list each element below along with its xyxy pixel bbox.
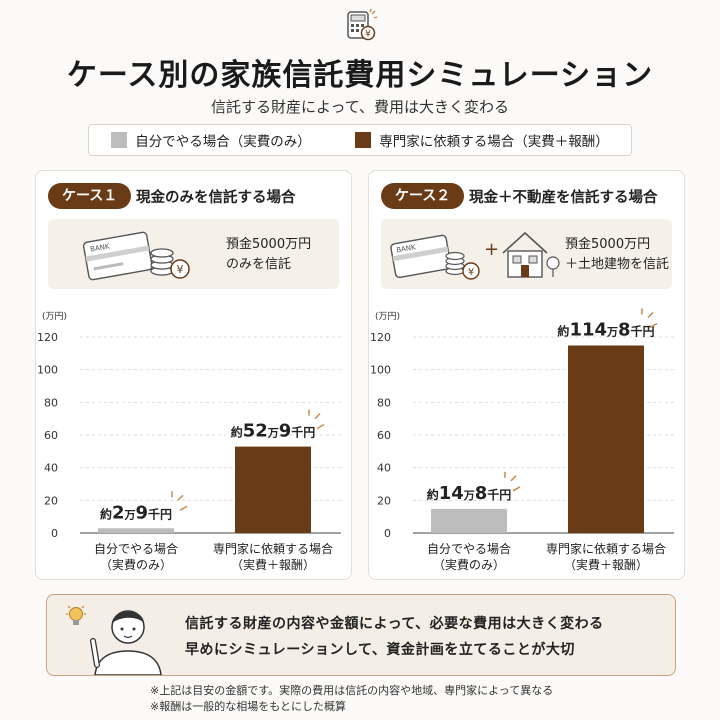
bar-value-label: 約2万9千円 xyxy=(100,502,172,523)
bar-self xyxy=(98,528,174,533)
legend-swatch-self xyxy=(111,132,128,148)
sparkle-icon xyxy=(308,409,325,430)
case-2-tag: ケース２ xyxy=(381,183,465,209)
y-tick-label: 100 xyxy=(370,364,391,377)
case-1-title: 現金のみを信託する場合 xyxy=(136,190,296,206)
page-title: ケース別の家族信託費用シミュレーション xyxy=(66,58,654,93)
case-1-info-line1: 預金5000万円 xyxy=(226,237,312,252)
x-category-label: 自分でやる場合 xyxy=(427,541,511,556)
note-line-2: 早めにシミュレーションして、資金計画を立てることが大切 xyxy=(185,642,575,658)
y-tick-label: 60 xyxy=(377,429,391,442)
x-category-label: 自分でやる場合 xyxy=(94,541,178,556)
case-1-tag: ケース１ xyxy=(48,183,132,209)
svg-text:¥: ¥ xyxy=(468,267,474,278)
case-1-info-line2: のみを信託 xyxy=(226,257,292,272)
y-tick-label: 120 xyxy=(37,331,58,344)
yen-coins-icon: ¥ xyxy=(150,248,190,279)
case-1-panel: ケース１ 現金のみを信託する場合 BANK ¥ 預金5000万円 のみを信託 (… xyxy=(35,170,352,580)
y-tick-label: 0 xyxy=(51,527,58,540)
case-1-info: 預金5000万円 のみを信託 xyxy=(226,235,311,275)
page-subtitle: 信託する財産によって、費用は大きく変わる xyxy=(210,98,510,116)
y-axis-unit-label: (万円) xyxy=(42,311,67,322)
y-tick-label: 80 xyxy=(377,396,391,409)
bar-value-label: 約14万8千円 xyxy=(427,483,512,504)
x-category-label: （実費＋報酬） xyxy=(231,557,315,572)
calculator-yen-icon: ¥ xyxy=(347,8,378,41)
case-2-info-box: BANK ¥ + 預金5000万円 ＋土地建物を信託 xyxy=(381,219,672,289)
y-tick-label: 40 xyxy=(44,462,58,475)
card-label: BANK xyxy=(396,243,417,254)
yen-coins-icon: ¥ xyxy=(445,251,480,280)
x-category-label: （実費＋報酬） xyxy=(564,557,648,572)
lightbulb-icon xyxy=(66,605,86,625)
y-tick-label: 120 xyxy=(370,331,391,344)
legend-label-expert: 専門家に依頼する場合（実費＋報酬） xyxy=(379,134,609,150)
y-tick-label: 40 xyxy=(377,462,391,475)
svg-text:¥: ¥ xyxy=(177,263,184,276)
y-tick-label: 20 xyxy=(377,494,391,507)
y-axis-unit-label: (万円) xyxy=(375,311,400,322)
y-tick-label: 0 xyxy=(384,527,391,540)
bar-expert xyxy=(568,345,644,533)
footnote-2: ※報酬は一般的な相場をもとにした概算 xyxy=(150,700,346,713)
bank-card-icon: BANK xyxy=(82,231,153,281)
sparkle-icon xyxy=(641,308,658,329)
bar-value-label: 約114万8千円 xyxy=(557,319,654,340)
case-2-title: 現金＋不動産を信託する場合 xyxy=(469,190,658,206)
summary-note-box: 信託する財産の内容や金額によって、必要な費用は大きく変わる 早めにシミュレーショ… xyxy=(46,594,676,676)
y-tick-label: 20 xyxy=(44,494,58,507)
legend-item-expert: 専門家に依頼する場合（実費＋報酬） xyxy=(355,130,609,150)
bar-value-label: 約52万9千円 xyxy=(231,421,316,442)
bar-self xyxy=(431,508,507,533)
bar-expert xyxy=(235,446,311,533)
svg-text:¥: ¥ xyxy=(365,30,371,40)
bank-card-icon: BANK xyxy=(390,234,452,279)
case-2-info: 預金5000万円 ＋土地建物を信託 xyxy=(565,235,669,275)
case-2-panel: ケース２ 現金＋不動産を信託する場合 BANK ¥ + xyxy=(368,170,685,580)
x-category-label: （実費のみ） xyxy=(100,557,172,572)
note-line-1: 信託する財産の内容や金額によって、必要な費用は大きく変わる xyxy=(185,616,604,632)
card-label: BANK xyxy=(90,242,111,253)
y-tick-label: 60 xyxy=(44,429,58,442)
plus-sign: + xyxy=(484,239,500,260)
x-category-label: 専門家に依頼する場合 xyxy=(546,541,666,556)
x-category-label: （実費のみ） xyxy=(433,557,505,572)
y-tick-label: 100 xyxy=(37,364,58,377)
legend: 自分でやる場合（実費のみ） 専門家に依頼する場合（実費＋報酬） xyxy=(88,124,632,156)
case-2-info-line1: 預金5000万円 xyxy=(565,237,651,252)
sparkle-icon xyxy=(171,491,188,511)
house-icon xyxy=(502,231,560,278)
legend-item-self: 自分でやる場合（実費のみ） xyxy=(111,130,311,150)
x-category-label: 専門家に依頼する場合 xyxy=(213,541,333,556)
footnote-1: ※上記は目安の金額です。実際の費用は信託の内容や地域、専門家によって異なる xyxy=(150,684,554,697)
case-1-info-box: BANK ¥ 預金5000万円 のみを信託 xyxy=(48,219,339,289)
legend-swatch-expert xyxy=(355,132,372,148)
person-pointing-icon xyxy=(90,610,162,675)
y-tick-label: 80 xyxy=(44,396,58,409)
sparkle-icon xyxy=(504,471,521,492)
case-2-info-line2: ＋土地建物を信託 xyxy=(565,257,670,272)
legend-label-self: 自分でやる場合（実費のみ） xyxy=(135,134,311,150)
